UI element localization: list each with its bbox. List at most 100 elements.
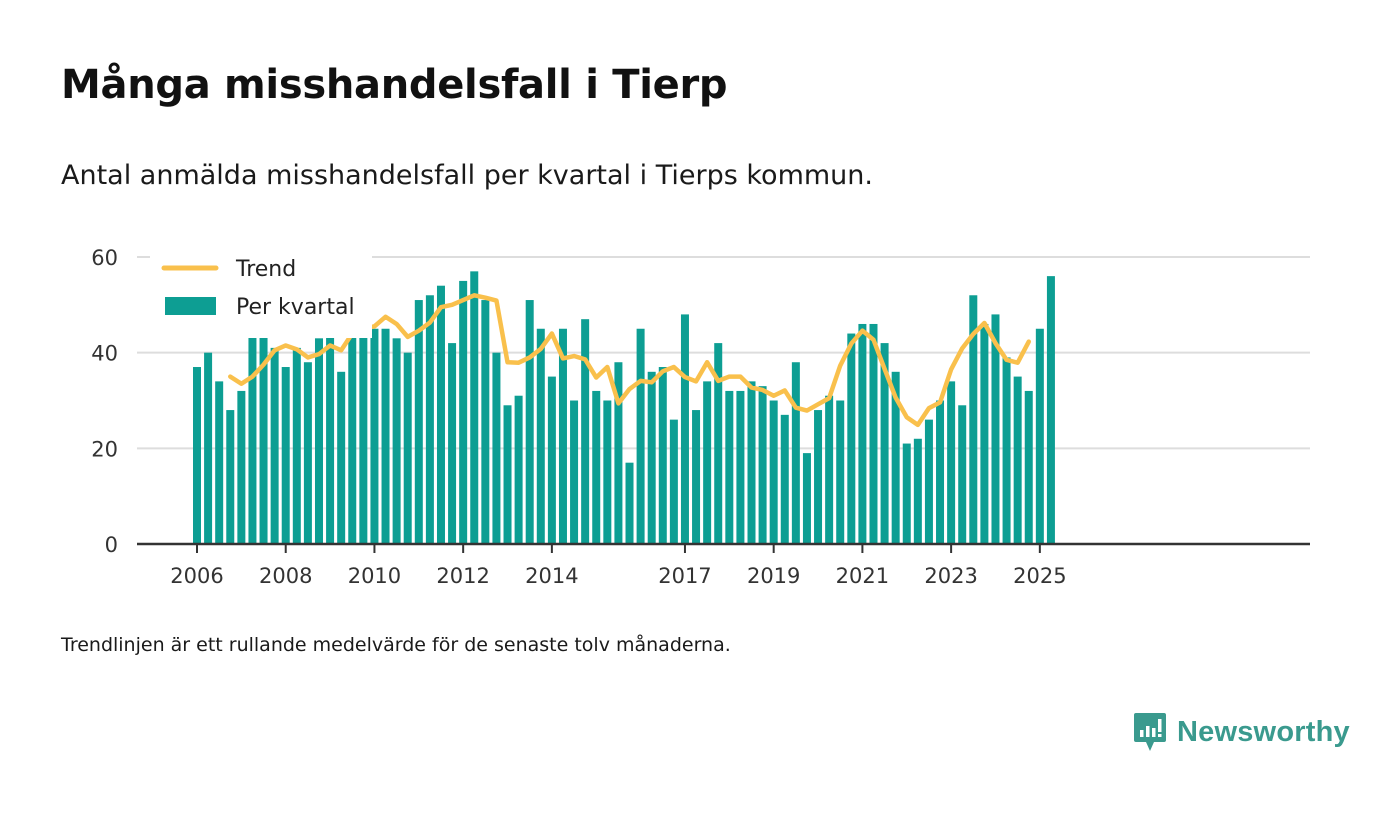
bar xyxy=(259,333,268,544)
bar xyxy=(669,419,678,544)
bar xyxy=(314,338,323,544)
bar xyxy=(780,414,789,544)
bar xyxy=(603,400,612,544)
bar xyxy=(814,410,823,544)
bar xyxy=(924,419,933,544)
y-tick-label: 60 xyxy=(91,246,118,270)
bar xyxy=(525,300,534,544)
bar xyxy=(514,395,523,544)
bar xyxy=(747,381,756,544)
bar xyxy=(991,314,1000,544)
bar xyxy=(370,328,379,544)
legend-label-per-kvartal: Per kvartal xyxy=(236,295,355,320)
bar xyxy=(969,295,978,544)
bar xyxy=(193,367,201,544)
x-tick-label: 2017 xyxy=(658,564,711,588)
x-tick-label: 2008 xyxy=(259,564,312,588)
x-tick-label: 2012 xyxy=(436,564,489,588)
bar xyxy=(936,400,945,544)
axes: 0 20 40 60 2006 2008 2010 2012 2014 2017 2019 2021 2… xyxy=(91,246,1310,588)
bar xyxy=(714,343,723,544)
bar xyxy=(858,323,867,544)
bar xyxy=(769,400,778,544)
bar xyxy=(614,362,623,544)
x-tick-label: 2025 xyxy=(1013,564,1066,588)
bar xyxy=(736,390,745,544)
x-tick-label: 2014 xyxy=(525,564,578,588)
brand-logo[interactable]: Newsworthy xyxy=(1133,712,1350,752)
bar xyxy=(825,395,834,544)
bar xyxy=(436,285,445,544)
bar xyxy=(891,371,900,544)
bar xyxy=(1035,328,1044,544)
bar xyxy=(880,343,889,544)
y-tick-label: 20 xyxy=(91,437,118,461)
bar xyxy=(381,328,390,544)
bar xyxy=(913,438,922,544)
bar xyxy=(636,328,645,544)
bar xyxy=(692,410,701,544)
bar xyxy=(448,343,457,544)
bar xyxy=(303,362,312,544)
bar xyxy=(869,323,878,544)
x-tick-label: 2021 xyxy=(836,564,889,588)
brand-name: Newsworthy xyxy=(1177,715,1350,748)
bar xyxy=(270,347,279,544)
bar xyxy=(791,362,800,544)
newsworthy-logo-icon xyxy=(1134,713,1166,751)
bar xyxy=(680,314,689,544)
bar xyxy=(802,453,811,544)
chart-subtitle: Antal anmälda misshandelsfall per kvarta… xyxy=(61,160,873,191)
bar xyxy=(425,295,434,544)
bar xyxy=(392,338,401,544)
bar-line-chart: 0 20 40 60 2006 2008 2010 2012 2014 2017 2019 2021 2… xyxy=(91,246,1310,588)
bar xyxy=(980,323,989,544)
bar xyxy=(470,271,479,544)
bar xyxy=(359,304,368,544)
bar xyxy=(592,390,601,544)
bar xyxy=(836,400,845,544)
bar xyxy=(503,405,512,544)
y-tick-label: 40 xyxy=(91,342,118,366)
bar xyxy=(326,333,335,544)
bar xyxy=(536,328,545,544)
bar xyxy=(758,386,767,544)
bar xyxy=(658,367,667,544)
bar xyxy=(492,352,501,544)
legend: Trend Per kvartal xyxy=(150,252,372,338)
x-tick-label: 2019 xyxy=(747,564,800,588)
bar xyxy=(902,443,911,544)
x-tick-label: 2006 xyxy=(170,564,223,588)
bar xyxy=(947,381,956,544)
bar xyxy=(847,333,856,544)
bar xyxy=(215,381,224,544)
bar xyxy=(204,352,213,544)
footnote: Trendlinjen är ett rullande medelvärde f… xyxy=(61,634,731,656)
bar xyxy=(414,300,423,544)
bar xyxy=(403,352,412,544)
legend-label-trend: Trend xyxy=(235,257,296,282)
bar xyxy=(1002,357,1011,544)
bar xyxy=(1024,390,1033,544)
bar xyxy=(725,390,734,544)
bar xyxy=(459,280,468,544)
bar xyxy=(337,371,346,544)
bar xyxy=(647,371,656,544)
bars-per-kvartal xyxy=(193,271,1055,544)
x-tick-label: 2010 xyxy=(348,564,401,588)
bar xyxy=(581,319,590,544)
bar xyxy=(558,328,567,544)
x-tick-label: 2023 xyxy=(924,564,977,588)
bar xyxy=(958,405,967,544)
bar xyxy=(703,381,712,544)
bar xyxy=(226,410,235,544)
bar xyxy=(625,462,634,544)
bar xyxy=(547,376,556,544)
bar xyxy=(281,367,290,544)
chart-title: Många misshandelsfall i Tierp xyxy=(61,62,728,108)
bar xyxy=(1013,376,1022,544)
bar xyxy=(237,390,246,544)
bar xyxy=(292,347,301,544)
legend-swatch-per-kvartal xyxy=(165,297,216,315)
y-tick-label: 0 xyxy=(105,533,118,557)
